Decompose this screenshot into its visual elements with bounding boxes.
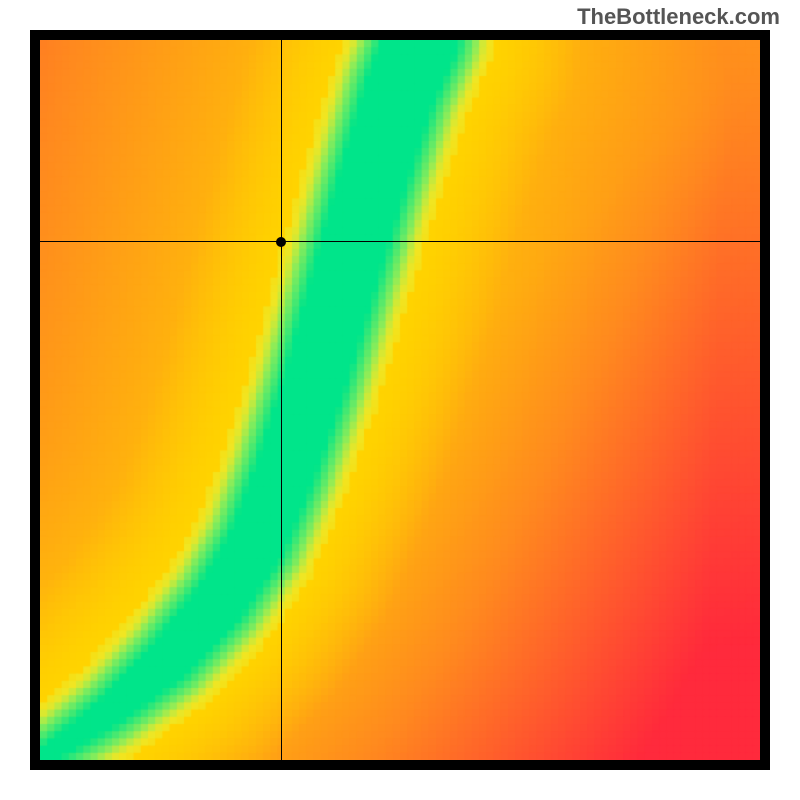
marker-dot — [276, 237, 286, 247]
plot-area — [40, 40, 760, 760]
plot-frame — [30, 30, 770, 770]
watermark-text: TheBottleneck.com — [577, 4, 780, 30]
crosshair-horizontal — [40, 241, 760, 242]
crosshair-vertical — [281, 40, 282, 760]
heatmap-canvas — [40, 40, 760, 760]
